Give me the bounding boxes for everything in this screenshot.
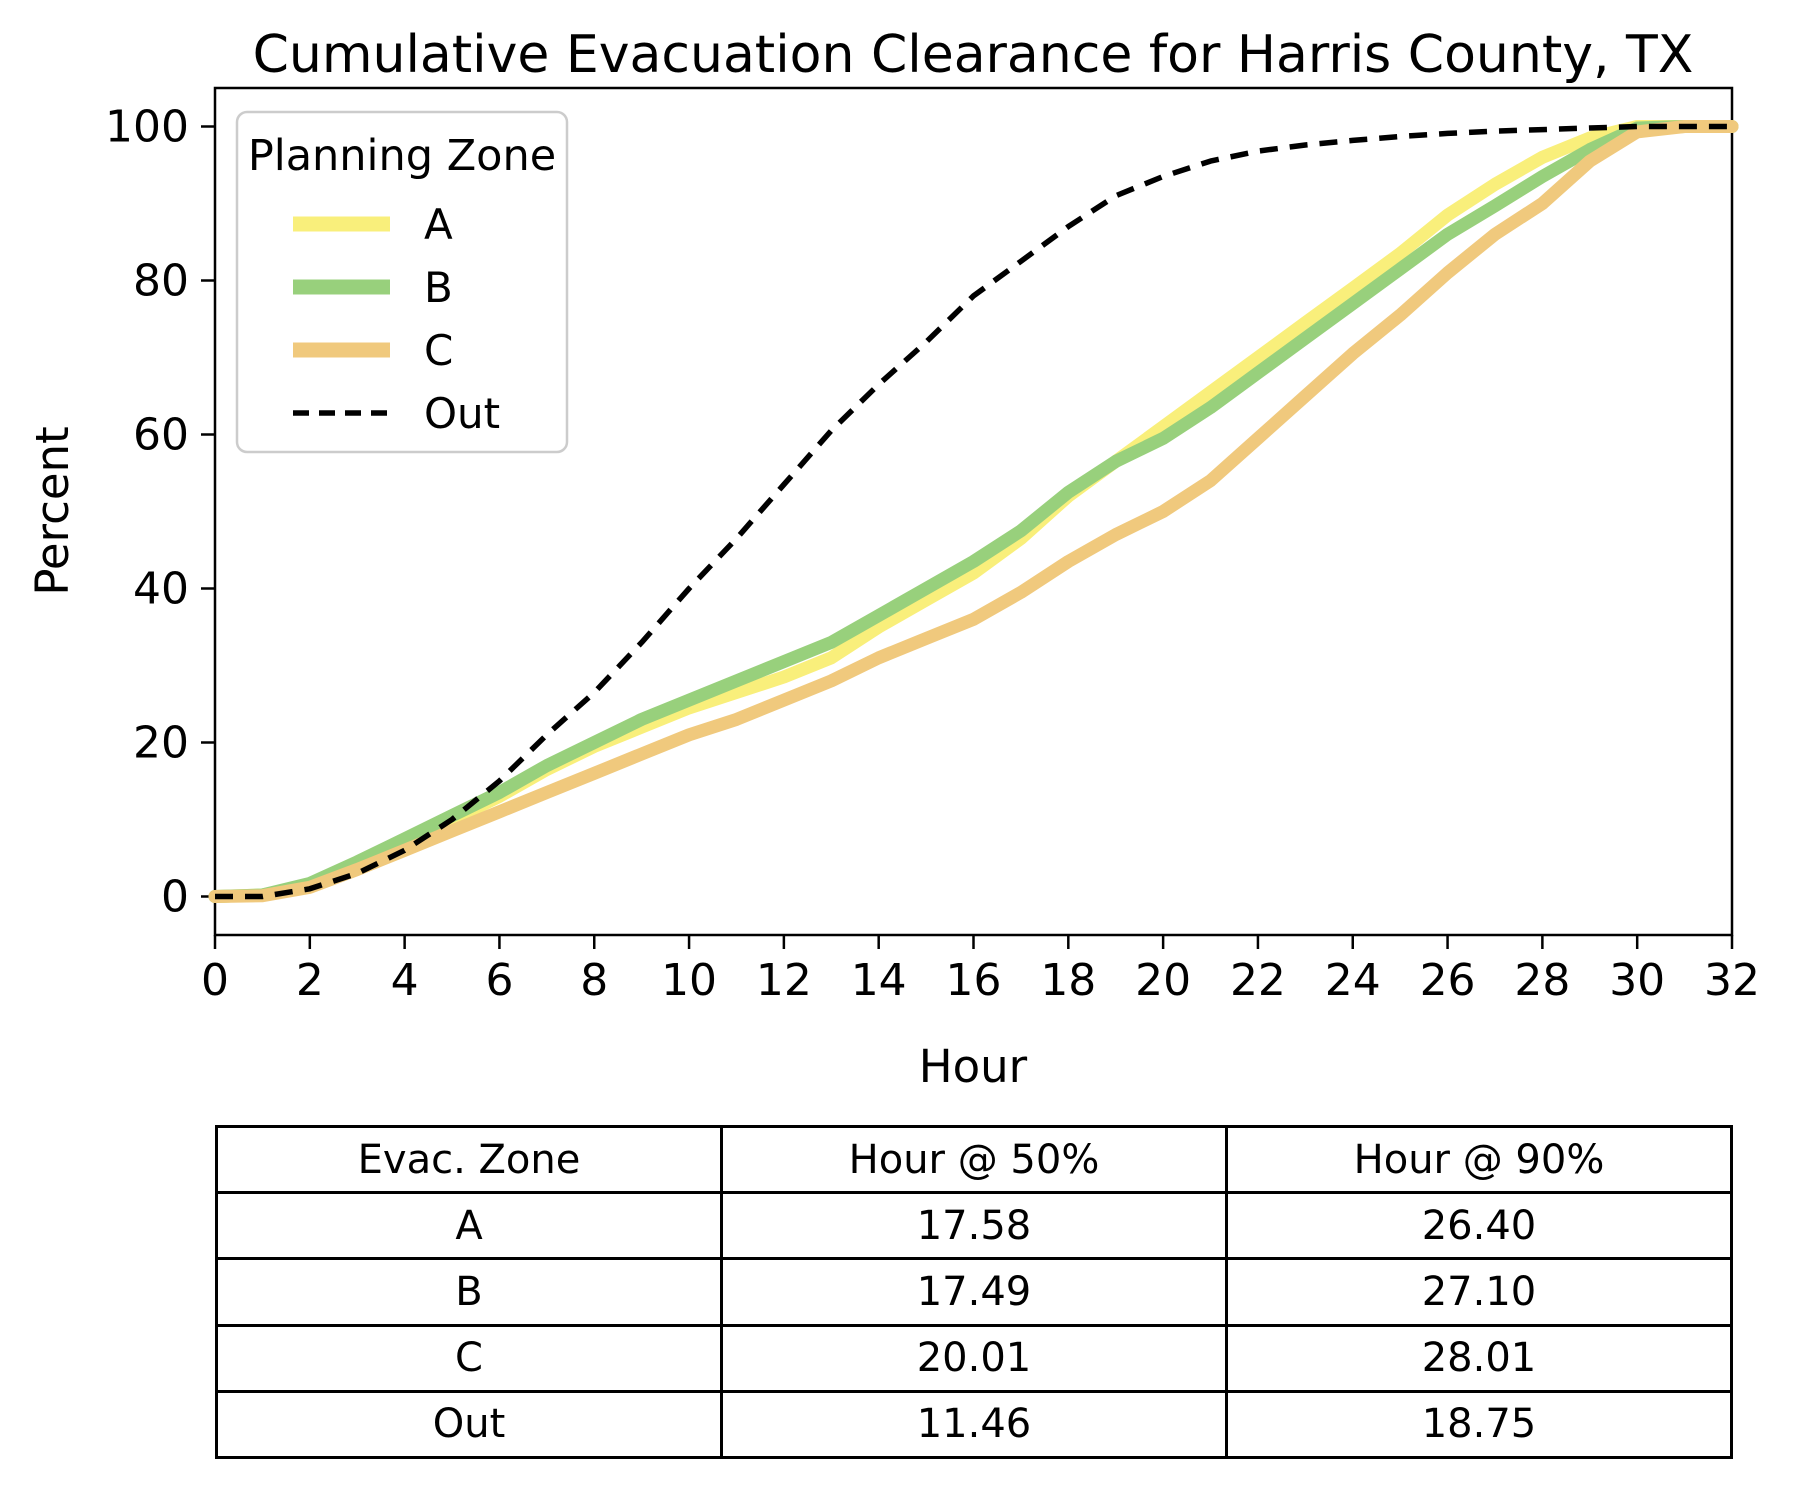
table-cell-zone: B <box>215 1257 723 1327</box>
legend-item-c: C <box>293 326 453 375</box>
x-tick-label: 2 <box>296 955 324 1006</box>
table-cell-50: 17.58 <box>720 1191 1228 1261</box>
y-tick-label: 80 <box>133 256 189 307</box>
series-group <box>208 120 1739 903</box>
series-line-C <box>208 120 1739 903</box>
table-cell-90: 28.01 <box>1225 1323 1733 1393</box>
x-axis-label: Hour <box>919 1040 1028 1093</box>
legend-box <box>235 110 569 454</box>
table-row: A 17.58 26.40 <box>215 1191 1733 1261</box>
y-axis-label: Percent <box>26 426 79 595</box>
table-cell-90: 26.40 <box>1225 1191 1733 1261</box>
chart-title: Cumulative Evacuation Clearance for Harr… <box>253 25 1694 85</box>
table-row: C 20.01 28.01 <box>215 1323 1733 1393</box>
x-tick-label: 32 <box>1704 955 1760 1006</box>
y-tick-label: 20 <box>133 718 189 769</box>
table-cell-50: 11.46 <box>720 1389 1228 1460</box>
x-tick-label: 18 <box>1040 955 1096 1006</box>
x-tick-label: 4 <box>391 955 419 1006</box>
legend-label-b: B <box>424 263 453 312</box>
legend: Planning Zone A B C Out <box>235 110 569 454</box>
x-tick-label: 16 <box>946 955 1002 1006</box>
y-tick-label: 100 <box>105 102 189 153</box>
table-row: B 17.49 27.10 <box>215 1257 1733 1327</box>
legend-title: Planning Zone <box>248 131 556 181</box>
table-cell-50: 20.01 <box>720 1323 1228 1393</box>
table-cell-zone: C <box>215 1323 723 1393</box>
legend-item-b: B <box>293 263 453 312</box>
table-header-row: Evac. Zone Hour @ 50% Hour @ 90% <box>215 1124 1733 1195</box>
x-tick-label: 22 <box>1230 955 1286 1006</box>
x-tick-label: 0 <box>201 955 229 1006</box>
clearance-summary-table: Evac. Zone Hour @ 50% Hour @ 90% A 17.58… <box>215 1124 1733 1460</box>
legend-item-out: Out <box>293 389 500 438</box>
table-header-zone: Evac. Zone <box>215 1124 723 1195</box>
legend-label-a: A <box>424 200 453 249</box>
x-tick-label: 14 <box>851 955 907 1006</box>
x-tick-label: 10 <box>661 955 717 1006</box>
x-tick-label: 26 <box>1420 955 1476 1006</box>
legend-item-a: A <box>293 200 453 249</box>
x-tick-label: 20 <box>1135 955 1191 1006</box>
y-tick-label: 60 <box>133 410 189 461</box>
x-tick-label: 8 <box>580 955 608 1006</box>
y-tick-label: 0 <box>161 872 189 923</box>
axis-ticks: 0 2 4 6 8 10 12 14 16 18 20 22 24 26 28 30 3202040608010… <box>105 102 1760 1007</box>
table-cell-zone: A <box>215 1191 723 1261</box>
x-tick-label: 12 <box>756 955 812 1006</box>
table-header-90: Hour @ 90% <box>1225 1124 1733 1195</box>
table-cell-50: 17.49 <box>720 1257 1228 1327</box>
table-cell-90: 27.10 <box>1225 1257 1733 1327</box>
y-tick-label: 40 <box>133 564 189 615</box>
series-line-Out <box>215 123 1732 900</box>
table-cell-zone: Out <box>215 1389 723 1460</box>
x-tick-label: 30 <box>1609 955 1665 1006</box>
x-tick-label: 6 <box>485 955 513 1006</box>
legend-label-out: Out <box>424 389 500 438</box>
legend-label-c: C <box>424 326 453 375</box>
x-tick-label: 24 <box>1325 955 1381 1006</box>
table-row: Out 11.46 18.75 <box>215 1389 1733 1460</box>
table-cell-90: 18.75 <box>1225 1389 1733 1460</box>
table-header-50: Hour @ 50% <box>720 1124 1228 1195</box>
x-tick-label: 28 <box>1514 955 1570 1006</box>
